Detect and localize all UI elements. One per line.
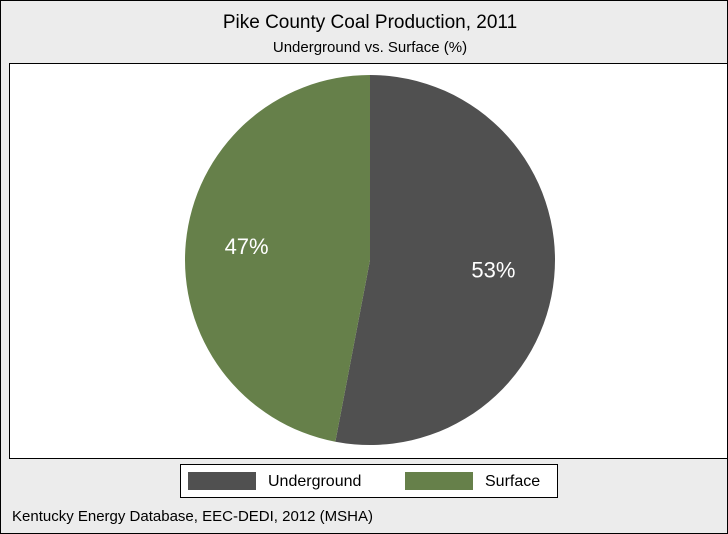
legend-label: Underground: [268, 473, 361, 490]
legend-swatch: [188, 472, 256, 490]
legend-label: Surface: [485, 473, 540, 490]
source: Kentucky Energy Database, EEC-DEDI, 2012…: [12, 508, 373, 525]
pie-slice: [184, 74, 370, 442]
legend-swatch: [405, 472, 473, 490]
chart-subtitle: Underground vs. Surface (%): [273, 39, 467, 56]
data-label: 53%: [471, 257, 515, 282]
chart-title: Pike County Coal Production, 2011: [223, 12, 517, 33]
pie-slice: [335, 75, 555, 445]
data-label: 47%: [225, 234, 269, 259]
